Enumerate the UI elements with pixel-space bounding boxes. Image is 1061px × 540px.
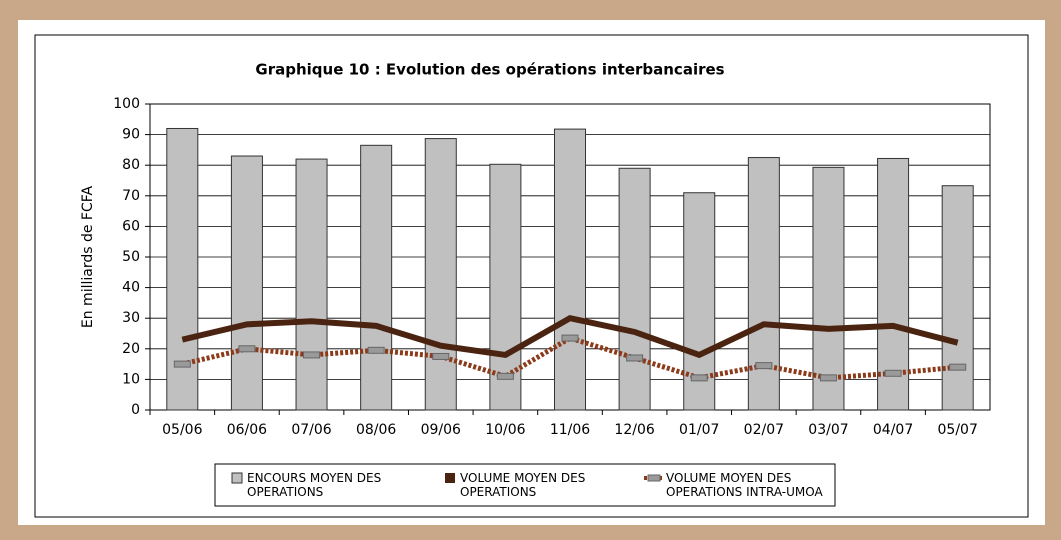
x-tick-label: 06/06 [227, 422, 267, 438]
bar [360, 144, 393, 411]
marker [238, 345, 256, 353]
x-tick-label: 11/06 [550, 422, 590, 438]
legend [214, 463, 836, 507]
x-tick-label: 09/06 [421, 422, 461, 438]
x-tick-label: 07/06 [291, 422, 331, 438]
legend-label: ENCOURS MOYEN DES OPERATIONS [247, 471, 382, 499]
y-tick-label: 0 [131, 402, 140, 418]
y-tick-label: 70 [122, 188, 140, 204]
marker [884, 369, 902, 377]
x-tick-label: 04/07 [873, 422, 913, 438]
marker [432, 352, 450, 360]
marker [303, 351, 321, 359]
x-tick-label: 05/07 [938, 422, 978, 438]
x-tick-label: 05/06 [162, 422, 202, 438]
line [181, 315, 959, 359]
bar [553, 128, 587, 411]
marker [367, 346, 385, 354]
marker [173, 360, 191, 368]
bar [618, 167, 651, 411]
marker [561, 334, 579, 342]
y-tick-label: 30 [122, 310, 140, 326]
y-tick-label: 60 [122, 218, 140, 234]
y-tick-label: 100 [113, 96, 140, 112]
chart-title: Graphique 10 : Evolution des opérations … [255, 61, 724, 79]
bar [295, 158, 328, 411]
bar [941, 185, 974, 411]
y-tick-label: 50 [122, 249, 140, 265]
y-tick-label: 10 [122, 371, 140, 387]
bar [166, 127, 199, 411]
marker [496, 372, 514, 380]
marker [626, 354, 644, 362]
y-axis-label: En milliards de FCFA [80, 185, 96, 328]
bar [747, 157, 780, 411]
marker [755, 362, 773, 370]
legend-swatch [445, 473, 455, 483]
x-tick-label: 12/06 [614, 422, 654, 438]
y-tick-label: 80 [122, 157, 140, 173]
x-tick-label: 01/07 [679, 422, 719, 438]
marker [819, 374, 837, 382]
bar [877, 157, 910, 411]
y-tick-label: 40 [122, 280, 140, 296]
y-tick-label: 90 [122, 127, 140, 143]
x-tick-label: 10/06 [485, 422, 525, 438]
x-tick-label: 08/06 [356, 422, 396, 438]
bar [424, 138, 457, 411]
legend-label: VOLUME MOYEN DES OPERATIONS INTRA-UMOA [666, 471, 823, 499]
bar [812, 166, 845, 411]
legend-label: VOLUME MOYEN DES OPERATIONS [460, 471, 586, 499]
x-tick-label: 03/07 [808, 422, 848, 438]
y-tick-label: 20 [122, 341, 140, 357]
marker [949, 363, 967, 371]
x-tick-label: 02/07 [744, 422, 784, 438]
legend-marker [647, 474, 661, 482]
bar [230, 155, 263, 411]
marker [690, 374, 708, 382]
legend-swatch [231, 472, 243, 484]
